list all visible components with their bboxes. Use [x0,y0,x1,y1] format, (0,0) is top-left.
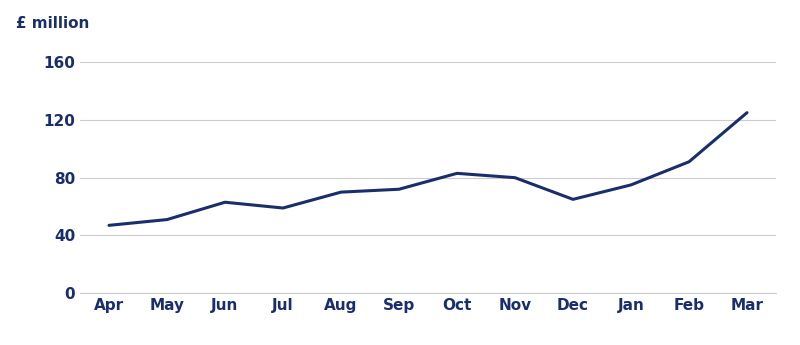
Text: £ million: £ million [16,16,90,31]
